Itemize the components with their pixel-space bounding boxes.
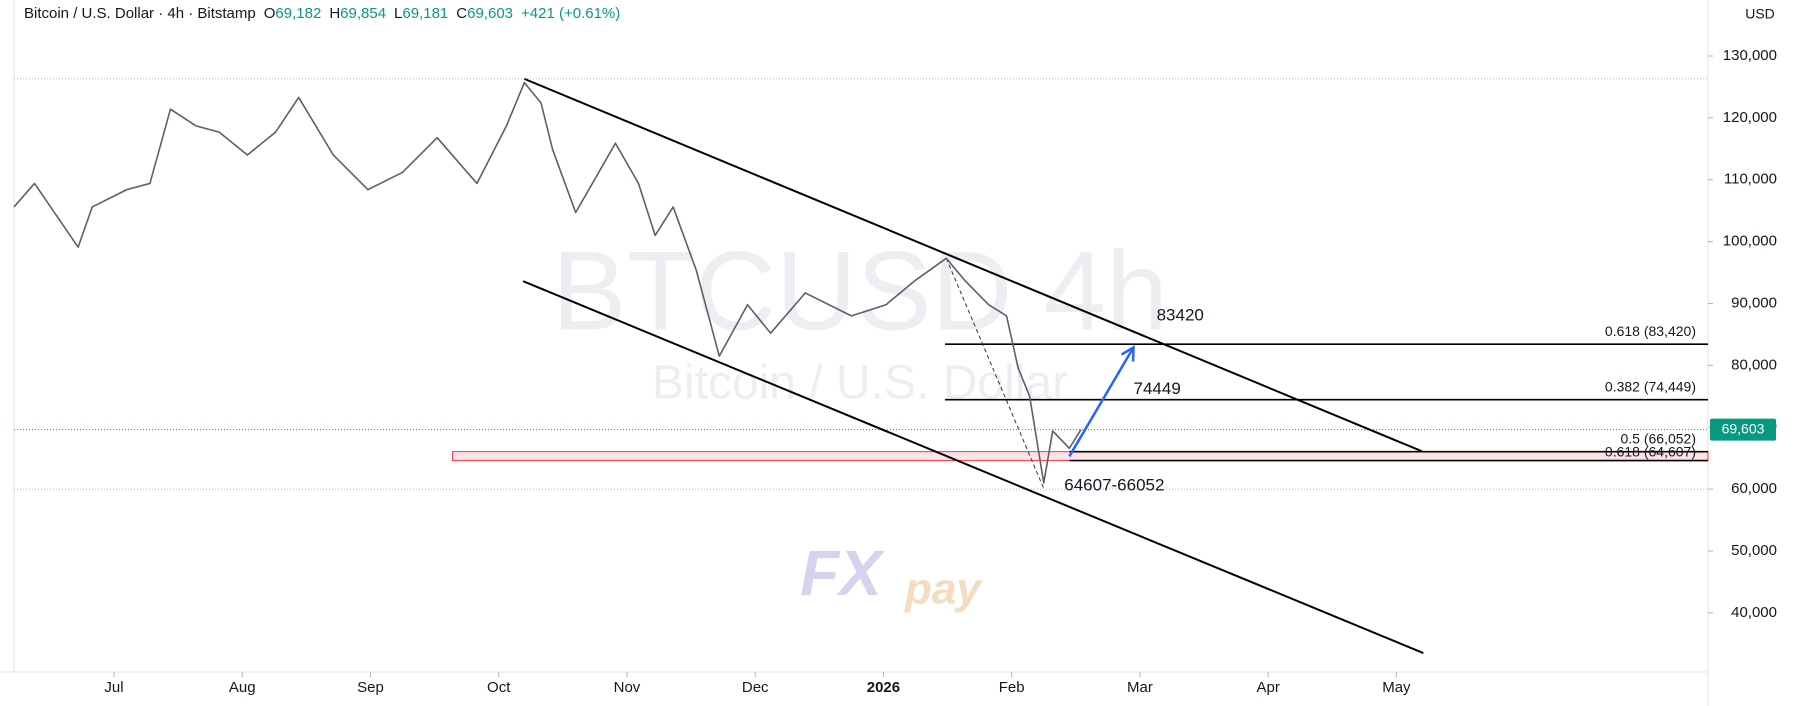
x-tick-label: Apr	[1256, 679, 1279, 696]
price-change: +421 (+0.61%)	[521, 5, 620, 22]
x-tick-label: Nov	[614, 679, 641, 696]
ohlc-value: 69,603	[467, 5, 513, 22]
target-arrow	[1068, 346, 1135, 457]
x-tick-label: Jul	[104, 679, 123, 696]
y-tick-label: 80,000	[1731, 356, 1777, 373]
x-tick-label: Sep	[357, 679, 384, 696]
ohlc-value: 69,854	[340, 5, 386, 22]
y-tick-label: 100,000	[1723, 233, 1777, 250]
y-tick-label: 40,000	[1731, 604, 1777, 621]
y-tick-label: 120,000	[1723, 109, 1777, 126]
ohlc-value: 69,182	[275, 5, 321, 22]
y-tick-label: 90,000	[1731, 294, 1777, 311]
y-tick-label: 130,000	[1723, 47, 1777, 64]
x-tick-label: Feb	[999, 679, 1025, 696]
watermark: Bitcoin / U.S. Dollar	[652, 357, 1068, 410]
currency: USD	[1745, 6, 1775, 22]
plot: 0.618 (83,420) 0.382 (74,449) 0.5 (66,052)…	[13, 77, 1709, 654]
price-tag-label: 69,603	[1722, 420, 1765, 436]
price-tag	[1710, 418, 1776, 441]
annotation: 83420	[1157, 305, 1204, 324]
fib-label: 0.618 (83,420)	[1605, 323, 1696, 339]
y-tick-label: 50,000	[1731, 542, 1777, 559]
ohlc-key: L	[394, 5, 402, 22]
y-tick-label: 60,000	[1731, 480, 1777, 497]
ohlc-value: 69,181	[402, 5, 448, 22]
x-tick-label: Mar	[1127, 679, 1153, 696]
fib-label: 0.382 (74,449)	[1605, 378, 1696, 394]
x-tick-label: Dec	[742, 679, 769, 696]
ohlc-key: H	[329, 5, 340, 22]
brand-logo: pay	[904, 565, 983, 614]
arrow-head	[1120, 345, 1135, 362]
channel-line	[522, 280, 1424, 654]
x-tick-label: Aug	[229, 679, 256, 696]
channel-line	[523, 77, 1423, 453]
x-tick-label: Oct	[487, 679, 511, 696]
fib-label: 0.5 (66,052)	[1621, 430, 1697, 446]
y-tick-label: 110,000	[1724, 171, 1777, 188]
x-tick-label: May	[1382, 679, 1411, 696]
brand-logo: FX	[800, 537, 885, 609]
x-tick-label: 2026	[867, 679, 900, 696]
support-zone	[452, 451, 1709, 462]
header: Bitcoin / U.S. Dollar · 4h · Bitstamp	[24, 5, 256, 22]
chart-title: Bitcoin / U.S. Dollar · 4h · Bitstamp	[24, 5, 256, 22]
ohlc-key: O	[264, 5, 276, 22]
annotation: 64607-66052	[1064, 475, 1164, 494]
price-line	[13, 81, 1082, 484]
ohlc-key: C	[456, 5, 467, 22]
fib-label: 0.618 (64,607)	[1605, 443, 1696, 459]
watermark: BTCUSD 4h	[552, 229, 1168, 354]
annotation: 74449	[1134, 379, 1181, 398]
